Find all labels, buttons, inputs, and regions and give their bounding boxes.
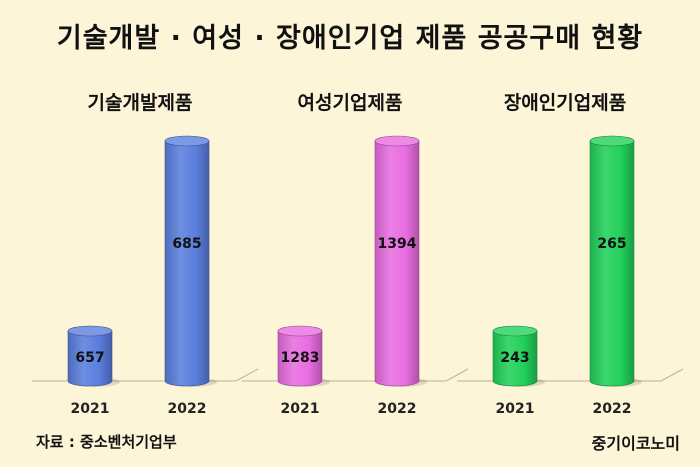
x-tick-label: 2022 [378,401,417,417]
data-label: 685 [172,236,201,252]
data-label: 657 [75,350,104,366]
bar-top-cap [67,325,113,337]
brand-logo: 중기이코노미 [591,434,680,453]
chart-panel-2: 여성기업제품 1283 2021 1394 2022 [242,92,469,417]
panel-title: 장애인기업제품 [504,92,626,114]
bar-top-cap [277,325,323,337]
x-tick-label: 2021 [281,401,320,417]
bar-top-cap [589,135,635,147]
axis-floor-edge [235,368,259,382]
bar-2022 [164,140,210,387]
x-tick-label: 2022 [168,401,207,417]
chart-panel-1: 기술개발제품 657 2021 685 2022 [32,92,259,417]
data-label: 1394 [378,236,417,252]
bar-2021 [492,330,538,387]
x-tick-label: 2021 [71,401,110,417]
x-tick-label: 2021 [496,401,535,417]
data-label: 265 [597,236,626,252]
axis-floor-edge [445,368,469,382]
data-label: 243 [500,350,529,366]
bar-top-cap [374,135,420,147]
bar-2021 [277,330,323,387]
page-title: 기술개발 · 여성 · 장애인기업 제품 공공구매 현황 [56,23,644,54]
bar-top-cap [164,135,210,147]
source-note: 자료 : 중소벤처기업부 [36,433,177,451]
data-label: 1283 [281,350,320,366]
bar-top-cap [492,325,538,337]
bar-2022 [374,140,420,387]
x-tick-label: 2022 [593,401,632,417]
bar-2021 [67,330,113,387]
bar-2022 [589,140,635,387]
panel-title: 기술개발제품 [88,92,193,114]
axis-floor-edge [660,368,684,382]
chart-panel-3: 장애인기업제품 243 2021 265 2022 [457,92,684,417]
panel-title: 여성기업제품 [298,92,403,114]
